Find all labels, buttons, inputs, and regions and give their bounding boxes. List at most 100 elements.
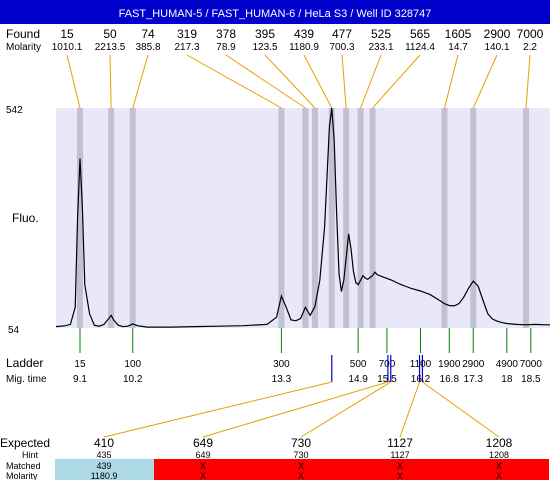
- peak-band-50: [108, 108, 115, 328]
- found-connector-565: [372, 54, 421, 109]
- expected-molarity-730: X: [298, 471, 304, 480]
- found-connector-477: [341, 54, 347, 109]
- expected-match-cell-730: [252, 459, 351, 480]
- peak-band-378: [302, 108, 309, 328]
- expected-matched-649: X: [200, 461, 206, 471]
- ladder-size-4900: 4900: [496, 359, 519, 370]
- expected-connector-649: [202, 381, 389, 438]
- expected-molarity-410: 1180.9: [91, 471, 118, 480]
- expected-matched-410: 439: [96, 461, 111, 471]
- found-molarity-74: 385.8: [135, 42, 160, 53]
- found-size-477: 477: [332, 27, 352, 41]
- expected-hint-649: 649: [195, 450, 210, 460]
- found-size-50: 50: [103, 27, 117, 41]
- found-connector-439: [303, 54, 333, 109]
- found-connector-525: [360, 54, 382, 109]
- fluorescence-trace: [55, 107, 550, 328]
- expected-match-cell-649: [154, 459, 253, 480]
- found-connector-50: [109, 54, 112, 109]
- peak-band-2900: [470, 108, 477, 328]
- y-min-tick: 54: [8, 325, 20, 336]
- found-molarity-7000: 2.2: [523, 42, 537, 53]
- expected-value-730: 730: [291, 436, 311, 450]
- found-size-2900: 2900: [484, 27, 511, 41]
- found-size-319: 319: [177, 27, 197, 41]
- found-size-395: 395: [255, 27, 275, 41]
- expected-value-649: 649: [193, 436, 213, 450]
- peak-band-565: [369, 108, 376, 328]
- peak-band-74: [129, 108, 136, 328]
- fluo-label: Fluo.: [12, 211, 39, 225]
- ladder-size-100: 100: [124, 359, 141, 370]
- expected-molarity-1127: X: [397, 471, 403, 480]
- expected-matched-1127: X: [397, 461, 403, 471]
- ladder-time-500: 14.9: [348, 374, 368, 385]
- found-molarity-477: 700.3: [329, 42, 354, 53]
- peak-band-477: [343, 108, 350, 328]
- ladder-size-1900: 1900: [438, 359, 461, 370]
- molarity-bottom-label: Molarity: [6, 471, 38, 480]
- expected-connector-410: [103, 381, 332, 438]
- found-size-439: 439: [294, 27, 314, 41]
- found-size-74: 74: [141, 27, 155, 41]
- y-max-tick: 542: [6, 105, 23, 116]
- ladder-size-500: 500: [350, 359, 367, 370]
- expected-hint-1208: 1208: [489, 450, 509, 460]
- found-molarity-395: 123.5: [252, 42, 277, 53]
- found-connector-15: [66, 54, 81, 109]
- ladder-time-1900: 16.8: [440, 374, 460, 385]
- ladder-time-100: 10.2: [123, 374, 143, 385]
- expected-hint-730: 730: [293, 450, 308, 460]
- peak-band-319: [278, 108, 285, 328]
- peak-band-395: [311, 108, 318, 328]
- found-molarity-319: 217.3: [174, 42, 199, 53]
- found-size-7000: 7000: [517, 27, 544, 41]
- ladder-size-7000: 7000: [520, 359, 543, 370]
- found-size-565: 565: [410, 27, 430, 41]
- ladder-size-300: 300: [273, 359, 290, 370]
- ladder-size-700: 700: [379, 359, 396, 370]
- expected-matched-730: X: [298, 461, 304, 471]
- ladder-time-1100: 16.2: [411, 374, 431, 385]
- peak-band-1605: [441, 108, 448, 328]
- ladder-time-4900: 18: [501, 374, 513, 385]
- expected-match-cell-1127: [351, 459, 450, 480]
- expected-molarity-1208: X: [496, 471, 502, 480]
- found-connector-319: [186, 54, 282, 109]
- found-connector-395: [264, 54, 316, 109]
- ladder-time-700: 15.5: [377, 374, 397, 385]
- expected-value-410: 410: [94, 436, 114, 450]
- found-molarity-15: 1010.1: [52, 42, 83, 53]
- ladder-size-15: 15: [74, 359, 86, 370]
- expected-value-1127: 1127: [387, 436, 413, 450]
- header-title: FAST_HUMAN-5 / FAST_HUMAN-6 / HeLa S3 / …: [119, 8, 432, 20]
- expected-label: Expected: [0, 436, 50, 450]
- found-connector-2900: [472, 54, 498, 109]
- ladder-size-1100: 1100: [410, 359, 432, 370]
- found-label: Found: [6, 27, 40, 41]
- expected-matched-1208: X: [496, 461, 502, 471]
- expected-molarity-649: X: [200, 471, 206, 480]
- ladder-time-300: 13.3: [272, 374, 292, 385]
- ladder-time-15: 9.1: [73, 374, 87, 385]
- found-size-15: 15: [60, 27, 74, 41]
- peak-band-7000: [523, 108, 530, 328]
- peak-band-15: [76, 108, 83, 328]
- header-bar: [0, 0, 550, 24]
- ladder-label: Ladder: [6, 356, 43, 370]
- found-size-378: 378: [216, 27, 236, 41]
- found-size-525: 525: [371, 27, 391, 41]
- expected-hint-410: 435: [96, 450, 111, 460]
- ladder-size-2900: 2900: [462, 359, 485, 370]
- found-connector-378: [225, 54, 306, 109]
- found-molarity-439: 1180.9: [289, 42, 319, 53]
- found-molarity-378: 78.9: [216, 42, 236, 53]
- found-size-1605: 1605: [445, 27, 472, 41]
- found-molarity-50: 2213.5: [95, 42, 126, 53]
- expected-match-cell-410: [55, 459, 154, 480]
- expected-connector-1127: [399, 381, 421, 438]
- mig-time-label: Mig. time: [6, 374, 47, 385]
- found-molarity-565: 1124.4: [405, 42, 435, 53]
- expected-match-cell-1208: [450, 459, 549, 480]
